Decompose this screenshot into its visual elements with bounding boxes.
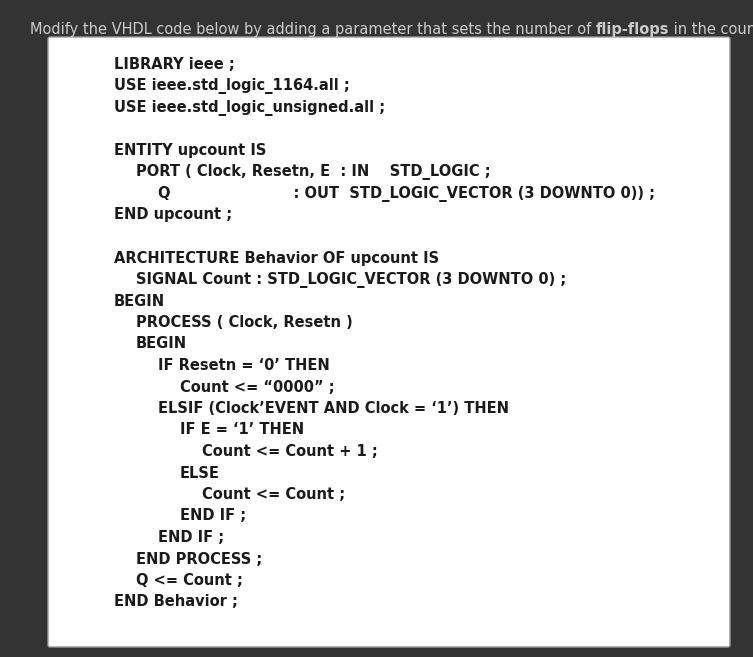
Text: in the counter.: in the counter. xyxy=(669,22,753,37)
Text: PORT ( Clock, Resetn, E  : IN    STD_LOGIC ;: PORT ( Clock, Resetn, E : IN STD_LOGIC ; xyxy=(136,164,491,181)
Text: END IF ;: END IF ; xyxy=(180,509,246,524)
Text: END Behavior ;: END Behavior ; xyxy=(114,595,238,610)
Text: LIBRARY ieee ;: LIBRARY ieee ; xyxy=(114,57,235,72)
Text: END IF ;: END IF ; xyxy=(158,530,224,545)
Text: PROCESS ( Clock, Resetn ): PROCESS ( Clock, Resetn ) xyxy=(136,315,352,330)
Text: Count <= “0000” ;: Count <= “0000” ; xyxy=(180,380,334,394)
Text: USE ieee.std_logic_unsigned.all ;: USE ieee.std_logic_unsigned.all ; xyxy=(114,100,385,116)
Text: USE ieee.std_logic_1164.all ;: USE ieee.std_logic_1164.all ; xyxy=(114,78,349,95)
Text: ELSIF (Clock’EVENT AND Clock = ‘1’) THEN: ELSIF (Clock’EVENT AND Clock = ‘1’) THEN xyxy=(158,401,509,416)
Text: BEGIN: BEGIN xyxy=(114,294,165,309)
Text: Count <= Count + 1 ;: Count <= Count + 1 ; xyxy=(202,444,378,459)
Text: ELSE: ELSE xyxy=(180,466,220,480)
Text: IF E = ‘1’ THEN: IF E = ‘1’ THEN xyxy=(180,422,304,438)
Text: Modify the VHDL code below by adding a parameter that sets the number of: Modify the VHDL code below by adding a p… xyxy=(30,22,596,37)
Text: Q <= Count ;: Q <= Count ; xyxy=(136,573,243,588)
Text: Q                        : OUT  STD_LOGIC_VECTOR (3 DOWNTO 0)) ;: Q : OUT STD_LOGIC_VECTOR (3 DOWNTO 0)) ; xyxy=(158,186,655,202)
Text: END PROCESS ;: END PROCESS ; xyxy=(136,551,262,566)
Text: END upcount ;: END upcount ; xyxy=(114,208,232,223)
Text: IF Resetn = ‘0’ THEN: IF Resetn = ‘0’ THEN xyxy=(158,358,330,373)
Text: BEGIN: BEGIN xyxy=(136,336,187,351)
Text: Count <= Count ;: Count <= Count ; xyxy=(202,487,345,502)
Text: flip-flops: flip-flops xyxy=(596,22,669,37)
Text: SIGNAL Count : STD_LOGIC_VECTOR (3 DOWNTO 0) ;: SIGNAL Count : STD_LOGIC_VECTOR (3 DOWNT… xyxy=(136,272,566,288)
FancyBboxPatch shape xyxy=(48,37,730,647)
Text: ARCHITECTURE Behavior OF upcount IS: ARCHITECTURE Behavior OF upcount IS xyxy=(114,250,439,265)
Text: ENTITY upcount IS: ENTITY upcount IS xyxy=(114,143,267,158)
